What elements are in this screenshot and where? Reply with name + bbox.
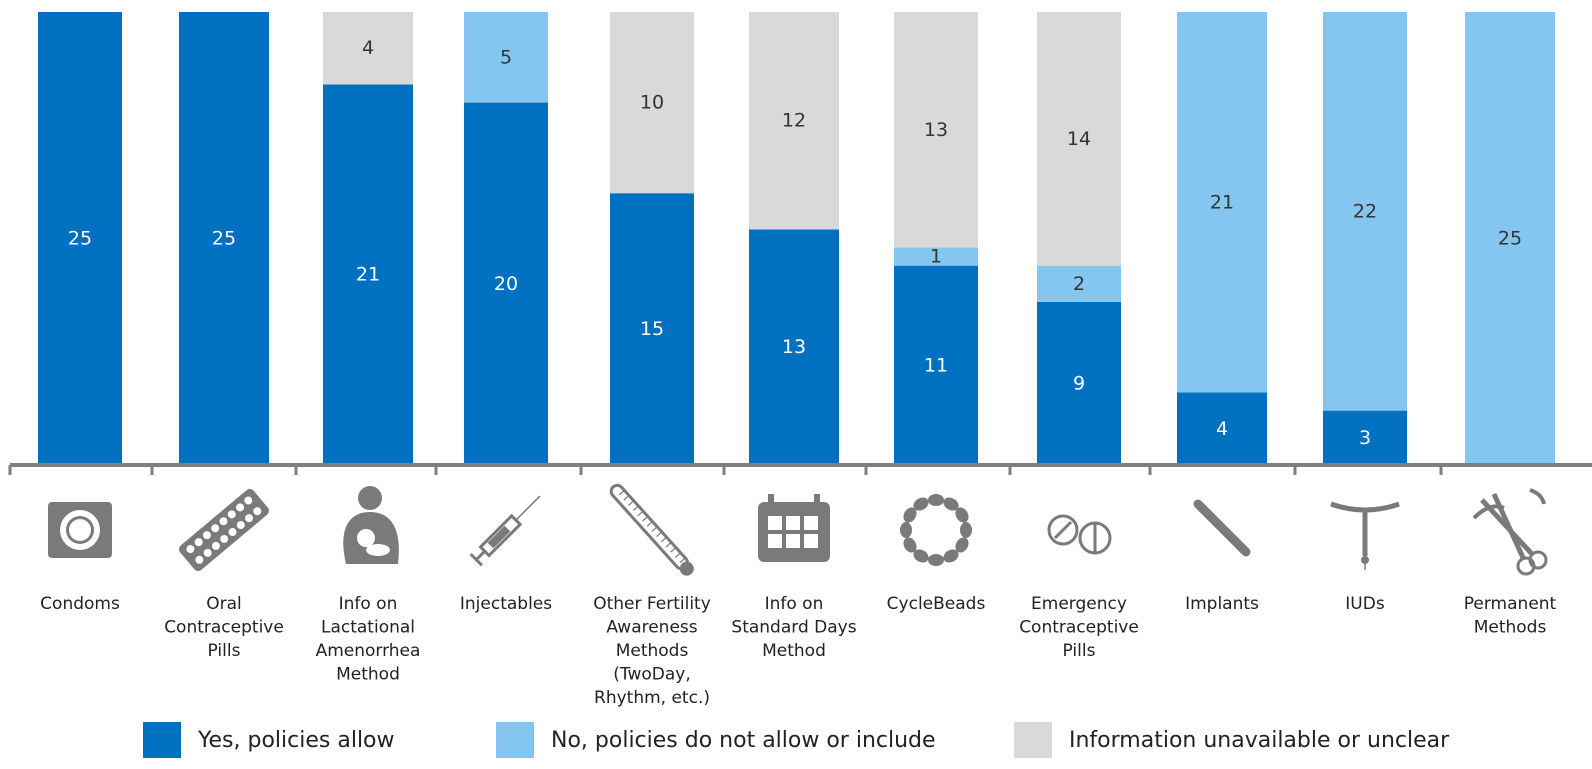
data-label: 3 <box>1359 427 1371 449</box>
data-label: 11 <box>924 354 948 376</box>
bar-condoms-yes-policies-allow <box>38 12 122 465</box>
data-label: 21 <box>1210 191 1234 213</box>
bar-injectables-no-policies-do-not-allow-or-include <box>464 12 548 103</box>
x-tick-label-implants: Implants <box>1185 594 1259 614</box>
bar-emergency-contraceptive-pills-yes-policies-allow <box>1037 301 1121 465</box>
bar-oral-contraceptive-pills-yes-policies-allow <box>179 12 269 465</box>
bar-info-on-standard-days-method-yes-policies-allow <box>749 229 839 465</box>
data-label: 2 <box>1073 273 1085 295</box>
x-tick-label-permanent-methods: Permanent Methods <box>1464 594 1557 638</box>
stacked-bar-chart: 25 252142051510131211113921442132225Condo… <box>8 12 1592 708</box>
bar-cyclebeads-no-policies-do-not-allow-or-include <box>894 247 978 266</box>
scissors-icon <box>1472 488 1548 576</box>
legend-item-unavailable: Information unavailable or unclear <box>1014 722 1449 758</box>
beads-icon <box>900 494 972 566</box>
legend-swatch-no <box>496 722 534 758</box>
ec-pills-icon <box>1047 514 1112 555</box>
x-tick-label-info-on-lactational-amenorrhea-method: Info on Lactational Amenorrhea Method <box>316 594 421 685</box>
implant-icon <box>1193 499 1251 557</box>
x-tick-label-info-on-standard-days-method: Info on Standard Days Method <box>731 594 856 661</box>
bar-info-on-standard-days-method-information-unavailable-or-unclear <box>749 12 839 230</box>
legend-label-no: No, policies do not allow or include <box>551 727 936 753</box>
data-label: 5 <box>500 46 512 68</box>
data-label: 25 <box>68 228 92 250</box>
bar-implants-yes-policies-allow <box>1177 392 1267 465</box>
data-label: 1 <box>930 246 942 268</box>
pill-pack-icon <box>178 488 270 572</box>
data-label: 14 <box>1067 128 1091 150</box>
bar-other-fertility-awareness-methods-twoday-rhythm-etc-yes-policies-allow <box>610 193 694 465</box>
bar-permanent-methods-no-policies-do-not-allow-or-include <box>1465 12 1555 465</box>
breastfeeding-icon <box>343 486 399 564</box>
x-tick-label-oral-contraceptive-pills: Oral Contraceptive Pills <box>164 594 284 661</box>
data-label: 10 <box>640 92 664 114</box>
x-tick-label-injectables: Injectables <box>460 594 552 614</box>
iud-icon <box>1330 501 1400 570</box>
data-label: 25 <box>212 228 236 250</box>
thermometer-icon <box>609 483 694 576</box>
x-tick-label-condoms: Condoms <box>40 594 120 614</box>
legend-item-yes: Yes, policies allow <box>143 722 395 758</box>
data-label: 12 <box>782 110 806 132</box>
legend-item-no: No, policies do not allow or include <box>496 722 936 758</box>
bar-injectables-yes-policies-allow <box>464 102 548 465</box>
condom-icon <box>48 502 112 558</box>
bar-iuds-no-policies-do-not-allow-or-include <box>1323 12 1407 411</box>
legend-swatch-unavailable <box>1014 722 1052 758</box>
data-label: 4 <box>362 37 374 59</box>
legend-swatch-yes <box>143 722 181 758</box>
x-tick-label-other-fertility-awareness-methods-twoday-rhythm-etc: Other Fertility Awareness Methods (TwoDay, R… <box>593 594 711 708</box>
data-label: 9 <box>1073 372 1085 394</box>
data-label: 25 <box>1498 228 1522 250</box>
data-label: 13 <box>924 119 948 141</box>
legend: Yes, policies allow No, policies do not … <box>0 722 1592 762</box>
x-tick-label-iuds: IUDs <box>1345 594 1385 614</box>
data-label: 13 <box>782 336 806 358</box>
bar-implants-no-policies-do-not-allow-or-include <box>1177 12 1267 393</box>
data-label: 22 <box>1353 200 1377 222</box>
bar-emergency-contraceptive-pills-no-policies-do-not-allow-or-include <box>1037 265 1121 302</box>
data-label: 4 <box>1216 418 1228 440</box>
legend-label-yes: Yes, policies allow <box>198 727 395 753</box>
legend-label-unavailable: Information unavailable or unclear <box>1069 727 1450 753</box>
syringe-icon <box>469 495 541 567</box>
bar-emergency-contraceptive-pills-information-unavailable-or-unclear <box>1037 12 1121 266</box>
bar-info-on-lactational-amenorrhea-method-yes-policies-allow <box>323 84 413 465</box>
bar-cyclebeads-information-unavailable-or-unclear <box>894 12 978 248</box>
x-tick-label-cyclebeads: CycleBeads <box>887 594 986 614</box>
bar-cyclebeads-yes-policies-allow <box>894 265 978 465</box>
bar-info-on-lactational-amenorrhea-method-information-unavailable-or-unclear <box>323 12 413 85</box>
data-label: 20 <box>494 273 518 295</box>
calendar-icon <box>758 494 830 562</box>
bar-other-fertility-awareness-methods-twoday-rhythm-etc-information-unavailable-or-unclear <box>610 12 694 194</box>
data-label: 15 <box>640 318 664 340</box>
x-tick-label-emergency-contraceptive-pills: Emergency Contraceptive Pills <box>1019 594 1139 661</box>
bar-iuds-yes-policies-allow <box>1323 410 1407 465</box>
data-label: 21 <box>356 264 380 286</box>
